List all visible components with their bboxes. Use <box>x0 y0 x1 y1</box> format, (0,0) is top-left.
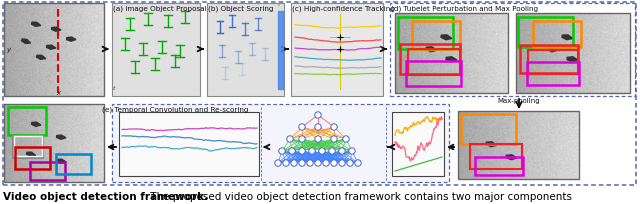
Circle shape <box>287 136 293 143</box>
Bar <box>15 147 50 169</box>
Text: (d) Tubelet Perturbation and Max Pooling: (d) Tubelet Perturbation and Max Pooling <box>391 6 538 12</box>
Circle shape <box>299 136 305 143</box>
Polygon shape <box>56 135 66 140</box>
Bar <box>56 154 91 174</box>
Polygon shape <box>36 56 46 60</box>
Bar <box>278 12 283 90</box>
Circle shape <box>289 148 295 154</box>
Bar <box>291 4 383 96</box>
Bar <box>30 162 65 180</box>
Circle shape <box>323 160 329 166</box>
Polygon shape <box>56 159 66 163</box>
Bar <box>112 4 200 96</box>
Circle shape <box>299 148 305 154</box>
Circle shape <box>343 136 349 143</box>
Bar <box>516 14 630 94</box>
Text: (a) Image Object Proposal: (a) Image Object Proposal <box>113 6 207 12</box>
Polygon shape <box>31 23 41 27</box>
Bar <box>112 104 449 182</box>
Polygon shape <box>21 40 31 44</box>
Circle shape <box>355 160 361 166</box>
Bar <box>533 22 581 48</box>
Circle shape <box>283 160 289 166</box>
Text: x: x <box>276 2 280 7</box>
Circle shape <box>349 148 355 154</box>
Bar <box>398 18 453 50</box>
Circle shape <box>291 160 297 166</box>
Circle shape <box>331 124 337 131</box>
Polygon shape <box>26 152 36 157</box>
Polygon shape <box>426 48 437 52</box>
Bar <box>4 4 104 96</box>
Polygon shape <box>566 58 578 62</box>
Circle shape <box>347 160 353 166</box>
Bar <box>470 144 522 169</box>
Circle shape <box>331 160 337 166</box>
Bar <box>520 46 578 74</box>
Bar <box>475 157 523 175</box>
Polygon shape <box>441 36 452 40</box>
Circle shape <box>315 112 321 119</box>
Polygon shape <box>67 38 76 42</box>
Bar <box>527 63 579 86</box>
Text: (e) Temporal Convolution and Re-scoring: (e) Temporal Convolution and Re-scoring <box>102 106 248 113</box>
Polygon shape <box>31 123 41 127</box>
Polygon shape <box>506 155 517 160</box>
Bar <box>392 112 444 176</box>
Bar <box>400 45 460 75</box>
Bar <box>270 108 386 177</box>
Circle shape <box>299 124 305 131</box>
Bar <box>406 62 461 86</box>
Circle shape <box>339 148 345 154</box>
Text: y: y <box>6 47 10 53</box>
Bar <box>14 136 42 156</box>
Polygon shape <box>51 28 61 32</box>
Bar <box>390 4 635 96</box>
Circle shape <box>299 160 305 166</box>
Polygon shape <box>562 36 573 40</box>
Bar <box>395 14 508 94</box>
Text: (b) Object Scoring: (b) Object Scoring <box>208 6 273 12</box>
Text: x: x <box>56 90 60 95</box>
Circle shape <box>329 148 335 154</box>
Bar <box>458 111 579 179</box>
Bar <box>461 114 516 144</box>
Circle shape <box>315 160 321 166</box>
Circle shape <box>309 148 315 154</box>
Bar <box>8 108 46 135</box>
Text: The proposed video object detection framework contains two major components: The proposed video object detection fram… <box>147 191 572 201</box>
Bar <box>4 104 104 182</box>
Circle shape <box>315 124 321 131</box>
Bar <box>408 50 460 76</box>
Circle shape <box>319 148 325 154</box>
Text: t: t <box>113 86 115 91</box>
Circle shape <box>279 148 285 154</box>
Circle shape <box>339 160 345 166</box>
Text: Video object detection framework.: Video object detection framework. <box>3 191 208 201</box>
Bar <box>13 136 43 158</box>
Text: (c) High-confidence Tracking: (c) High-confidence Tracking <box>292 6 395 12</box>
Polygon shape <box>46 46 56 50</box>
Bar <box>207 4 284 96</box>
Polygon shape <box>547 48 558 52</box>
Bar <box>3 3 636 185</box>
Circle shape <box>331 136 337 143</box>
Bar <box>528 51 578 75</box>
Bar <box>412 22 460 50</box>
Bar <box>119 112 259 176</box>
Circle shape <box>315 136 321 143</box>
Text: Max-pooling: Max-pooling <box>498 98 540 103</box>
Circle shape <box>275 160 281 166</box>
Polygon shape <box>445 58 457 62</box>
Bar <box>518 18 573 48</box>
Circle shape <box>307 160 313 166</box>
Polygon shape <box>486 142 497 147</box>
